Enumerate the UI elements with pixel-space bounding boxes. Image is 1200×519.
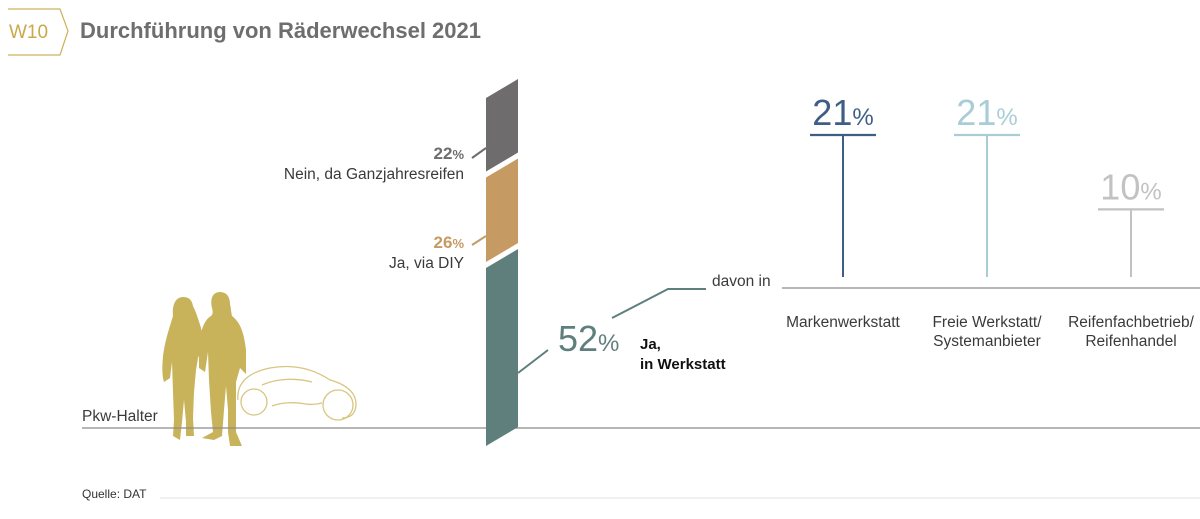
- column-value-reifenfachbetrieb: 10%: [1100, 166, 1161, 207]
- diy-leader: [471, 235, 487, 246]
- column-markenwerkstatt: 21% Markenwerkstatt: [786, 92, 900, 331]
- werkstatt-pct: %: [598, 330, 619, 357]
- column-value-markenwerkstatt: 21%: [812, 92, 873, 133]
- nein-pct: %: [452, 147, 464, 162]
- svg-text:22%: 22%: [434, 144, 465, 163]
- davon-in-label: davon in: [712, 273, 771, 290]
- nein-value: 22: [434, 144, 453, 163]
- diy-value: 26: [434, 233, 453, 252]
- column-label-reifenfachbetrieb-1: Reifenfachbetrieb/: [1068, 314, 1194, 331]
- label-diy: 26% Ja, via DIY: [389, 233, 487, 272]
- column-value-freie-werkstatt: 21%: [956, 92, 1017, 133]
- baseline-label: Pkw-Halter: [82, 408, 158, 425]
- werkstatt-text-1: Ja,: [640, 336, 661, 353]
- page-title: Durchführung von Räderwechsel 2021: [80, 18, 481, 43]
- werkstatt-value: 52: [558, 318, 598, 359]
- people-car-illustration: [162, 292, 357, 446]
- column-label-markenwerkstatt: Markenwerkstatt: [786, 314, 900, 331]
- svg-text:52%: 52%: [558, 318, 619, 359]
- label-werkstatt: 52% Ja, in Werkstatt: [517, 288, 726, 374]
- column-label-freie-werkstatt-1: Freie Werkstatt/: [932, 314, 1042, 331]
- woman-silhouette: [162, 297, 204, 440]
- werkstatt-text-2: in Werkstatt: [640, 356, 726, 373]
- column-label-reifenfachbetrieb-2: Reifenhandel: [1085, 333, 1176, 350]
- column-label-freie-werkstatt-2: Systemanbieter: [933, 333, 1041, 350]
- werkstatt-connector: [517, 349, 549, 374]
- bar-segment-werkstatt: [486, 249, 518, 446]
- source-note: Quelle: DAT: [82, 487, 147, 501]
- nein-leader: [471, 147, 487, 159]
- column-reifenfachbetrieb: 10% Reifenfachbetrieb/ Reifenhandel: [1068, 166, 1194, 350]
- bar-segment-ganzjahresreifen: [486, 79, 518, 172]
- diy-pct: %: [452, 236, 464, 251]
- stacked-bar: [486, 79, 518, 446]
- car-outline-icon: [237, 365, 357, 421]
- man-silhouette: [199, 292, 246, 446]
- header-badge: W10: [8, 8, 69, 56]
- column-freie-werkstatt: 21% Freie Werkstatt/ Systemanbieter: [932, 92, 1042, 350]
- diy-text: Ja, via DIY: [389, 255, 464, 272]
- nein-text: Nein, da Ganzjahresreifen: [284, 166, 464, 183]
- badge-label: W10: [9, 22, 48, 43]
- badge-chevron: [8, 8, 69, 56]
- bar-segment-diy: [486, 158, 518, 263]
- davon-connector: [611, 288, 706, 319]
- label-nein: 22% Nein, da Ganzjahresreifen: [284, 144, 487, 183]
- svg-text:26%: 26%: [434, 233, 465, 252]
- workshop-columns: 21% Markenwerkstatt 21% Freie Werkstatt/…: [786, 92, 1194, 350]
